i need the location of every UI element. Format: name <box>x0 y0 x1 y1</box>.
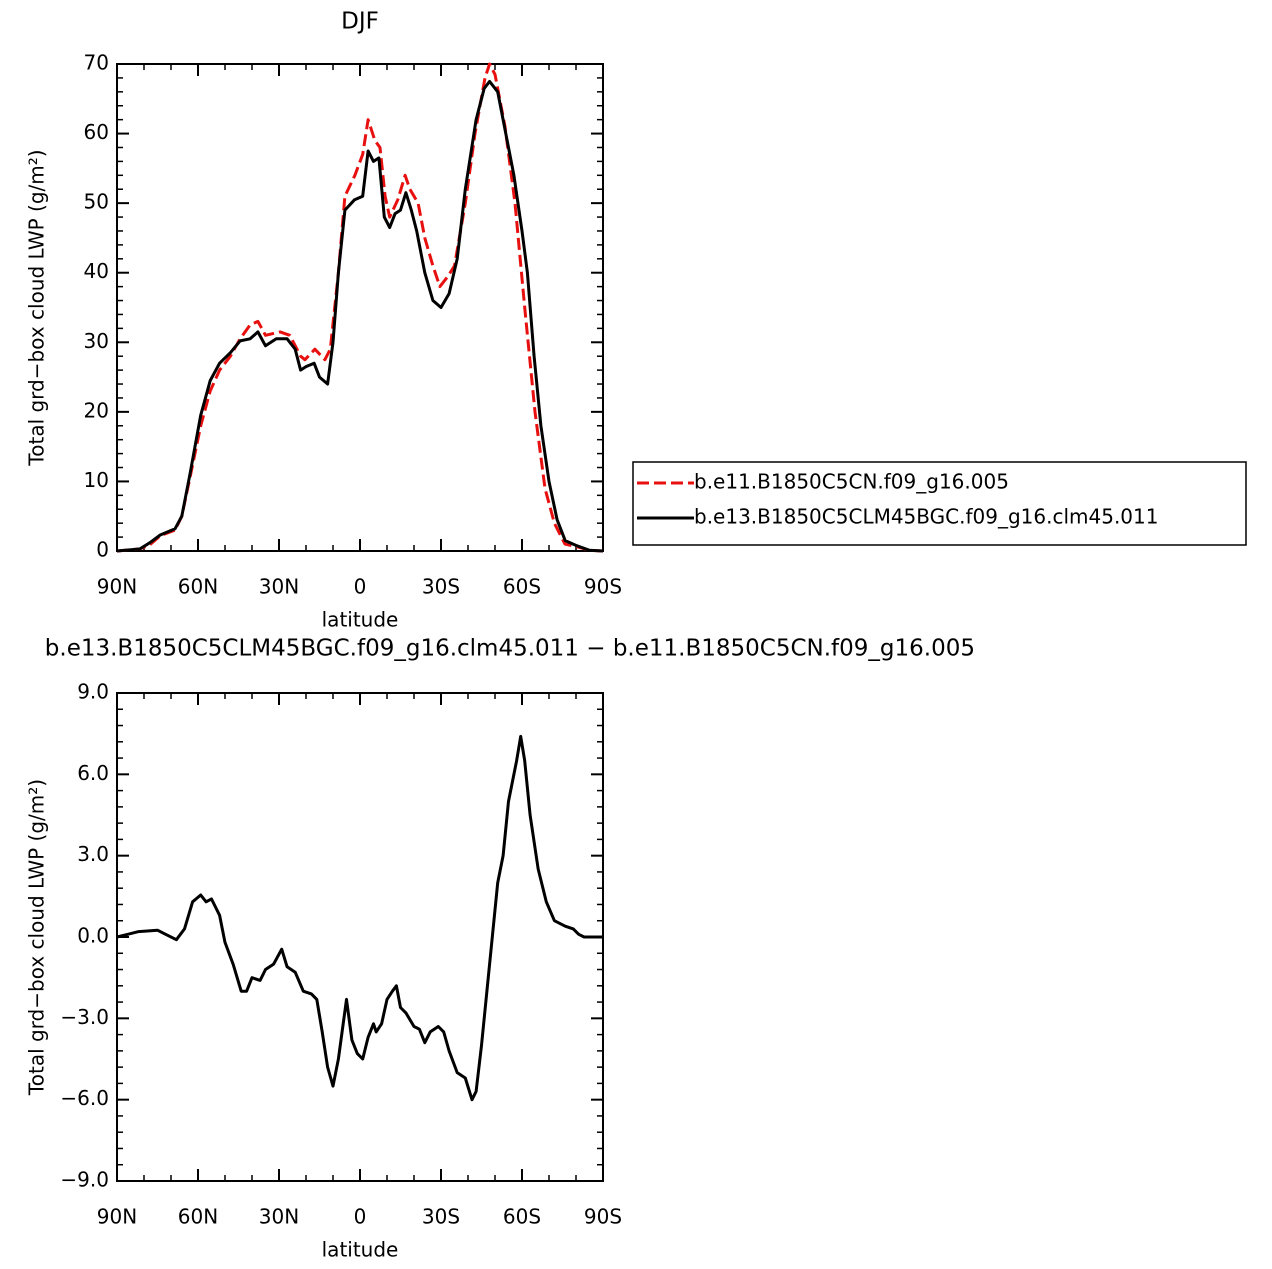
x-tick-label: 0 <box>354 575 367 599</box>
x-tick-label: 60N <box>178 1205 218 1229</box>
chart-title: b.e13.B1850C5CLM45BGC.f09_g16.clm45.011 … <box>45 636 975 662</box>
x-tick-label: 90N <box>97 1205 137 1229</box>
y-tick-label: −6.0 <box>60 1086 109 1110</box>
y-tick-label: 40 <box>84 259 109 283</box>
legend-label: b.e11.B1850C5CN.f09_g16.005 <box>694 470 1009 494</box>
y-tick-label: 6.0 <box>77 761 109 785</box>
x-tick-label: 0 <box>354 1205 367 1229</box>
x-tick-label: 60S <box>503 575 541 599</box>
y-axis-label: Total grd−box cloud LWP (g/m²) <box>25 149 49 466</box>
x-tick-label: 30S <box>422 575 460 599</box>
x-tick-label: 90S <box>584 1205 622 1229</box>
legend-label: b.e13.B1850C5CLM45BGC.f09_g16.clm45.011 <box>694 505 1158 529</box>
x-axis-label: latitude <box>322 1238 399 1262</box>
y-tick-label: −3.0 <box>60 1005 109 1029</box>
y-tick-label: 0 <box>96 538 109 562</box>
x-tick-label: 30S <box>422 1205 460 1229</box>
data-line <box>116 79 604 553</box>
x-tick-label: 90N <box>97 575 137 599</box>
x-tick-label: 60S <box>503 1205 541 1229</box>
y-tick-label: 0.0 <box>77 924 109 948</box>
chart-title: DJF <box>341 9 379 35</box>
y-tick-label: −9.0 <box>60 1168 109 1192</box>
data-line <box>116 734 603 1102</box>
y-tick-label: 60 <box>84 120 109 144</box>
x-axis-label: latitude <box>322 608 399 632</box>
y-tick-label: 70 <box>84 51 109 75</box>
legend-frame <box>632 461 1247 546</box>
y-tick-label: 3.0 <box>77 842 109 866</box>
plot-frame <box>116 692 604 1182</box>
x-tick-label: 30N <box>259 575 299 599</box>
x-tick-label: 90S <box>584 575 622 599</box>
y-tick-label: 10 <box>84 468 109 492</box>
x-tick-label: 60N <box>178 575 218 599</box>
y-tick-label: 50 <box>84 190 109 214</box>
y-tick-label: 20 <box>84 398 109 422</box>
y-tick-label: 30 <box>84 329 109 353</box>
y-tick-label: 9.0 <box>77 680 109 704</box>
x-tick-label: 30N <box>259 1205 299 1229</box>
y-axis-label: Total grd−box cloud LWP (g/m²) <box>25 779 49 1096</box>
